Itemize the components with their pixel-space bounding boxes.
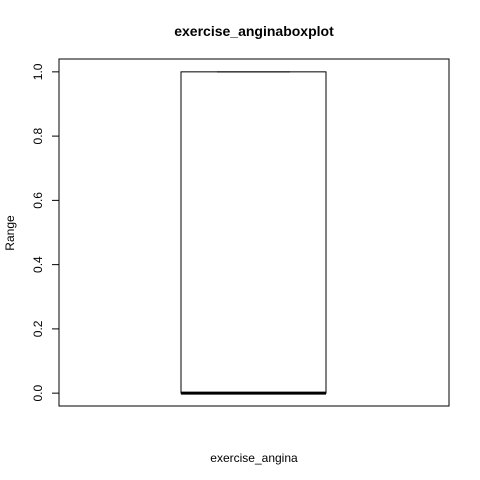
y-tick-label-2: 0.4 xyxy=(31,256,45,273)
y-axis-label: Range xyxy=(3,215,17,251)
y-tick-label-1: 0.2 xyxy=(31,320,45,337)
chart-title: exercise_anginaboxplot xyxy=(174,23,334,39)
y-tick-label-0: 0.0 xyxy=(31,384,45,401)
y-tick-label-5: 1.0 xyxy=(31,63,45,80)
y-tick-label-4: 0.8 xyxy=(31,127,45,144)
box-rect xyxy=(180,71,327,394)
y-tick-label-3: 0.6 xyxy=(31,192,45,209)
box-group xyxy=(180,71,327,395)
y-axis: 0.0 0.2 0.4 0.6 0.8 1.0 xyxy=(31,63,60,401)
plot-frame xyxy=(58,58,450,407)
x-axis-label: exercise_angina xyxy=(210,451,298,465)
